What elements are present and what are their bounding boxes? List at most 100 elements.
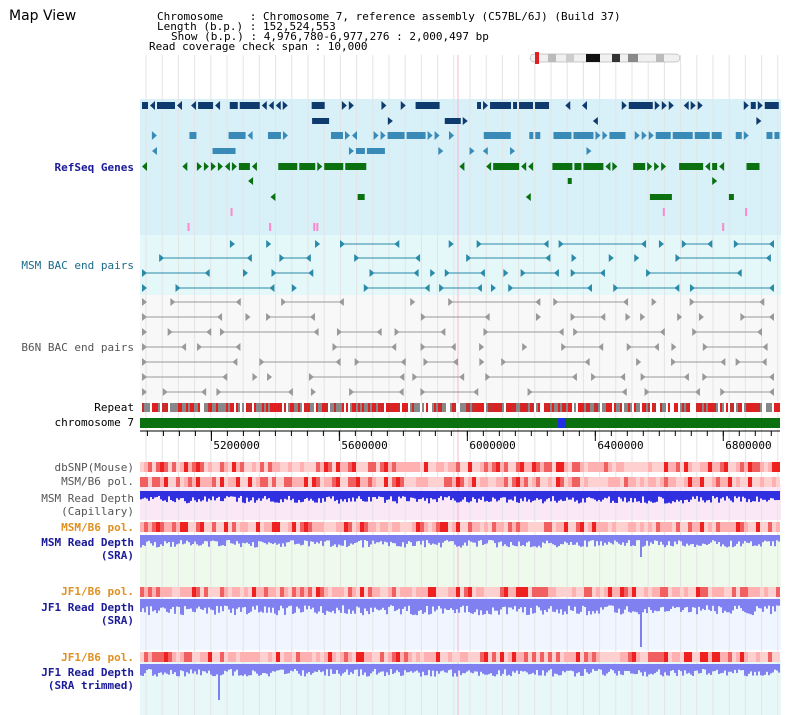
refseq-green-block [728,194,734,200]
msm-capillary-depth-bar [664,491,666,504]
msm-capillary-depth-bar [360,491,362,499]
msm-capillary-depth-bar [182,491,184,499]
jf1-b6-pol-2-cell [152,652,156,662]
jf1-sra-depth-bar [258,599,260,613]
msm-b6-pol-1-cell [644,477,648,487]
b6n-bac-end [423,358,429,366]
dbsnp-cell [596,462,600,472]
repeat-segment [152,403,154,412]
repeat-segment [340,403,342,412]
jf1-b6-pol-2-cell [172,652,176,662]
msm-sra-depth-bar [772,535,774,542]
msm-bac-end [658,240,664,248]
refseq-dark-glyph [565,101,571,110]
msm-b6-pol-2-cell [684,522,688,532]
jf1-trim-depth-bar [570,664,572,671]
dbsnp-cell [232,462,236,472]
msm-sra-depth-bar [204,535,206,542]
repeat-segment [154,403,156,412]
repeat-segment [470,403,472,412]
msm-b6-pol-2-cell [188,522,192,532]
msm-sra-depth-bar [572,535,574,545]
msm-sra-depth-bar [254,535,256,548]
repeat-segment [478,403,480,412]
jf1-trim-depth-bar [494,664,496,677]
msm-b6-pol-2-cell [712,522,716,532]
repeat-segment [690,403,692,412]
jf1-trim-depth-bar [490,664,492,674]
jf1-b6-pol-1-cell [344,587,348,597]
msm-sra-depth-bar [158,535,160,547]
jf1-b6-pol-1-cell [188,587,192,597]
jf1-sra-depth-bar [190,599,192,609]
repeat-segment [344,403,346,412]
chromosome-bar [140,418,780,428]
jf1-sra-depth-bar [540,599,542,611]
jf1-b6-pol-2-cell [352,652,356,662]
msm-sra-depth-bar [212,535,214,541]
jf1-b6-pol-1-cell [636,587,640,597]
msm-sra-depth-bar [650,535,652,543]
jf1-sra-depth-bar [250,599,252,612]
msm-b6-pol-1-cell [468,477,472,487]
msm-sra-depth-bar [700,535,702,546]
msm-sra-depth-bar [176,535,178,545]
b6n-bac-end [245,313,251,321]
ideogram-position-marker [535,52,539,64]
msm-capillary-depth-bar [306,491,308,498]
repeat-segment [414,403,416,412]
jf1-sra-depth-bar [562,599,564,615]
refseq-mid-glyph [510,147,516,155]
msm-capillary-depth-bar [212,491,214,497]
jf1-sra-depth-bar [408,599,410,606]
b6n-bac-end [219,328,225,336]
msm-capillary-depth-bar [724,491,726,501]
msm-capillary-depth-bar [216,491,218,499]
feature-tracks[interactable] [140,101,780,700]
jf1-b6-pol-1-cell [292,587,296,597]
jf1-trim-depth-bar [560,664,562,676]
chromosome-ideogram[interactable] [529,52,681,64]
msm-b6-pol-2-cell [604,522,608,532]
jf1-sra-depth-bar [638,599,640,615]
jf1-trim-depth-bar [310,664,312,675]
msm-sra-depth-bar [546,535,548,541]
jf1-b6-pol-2-cell [704,652,708,662]
msm-b6-pol-1-cell [628,477,632,487]
msm-capillary-depth-bar [494,491,496,499]
msm-capillary-depth-bar [402,491,404,497]
dbsnp-cell [496,462,500,472]
msm-b6-pol-1-cell [516,477,520,487]
msm-b6-pol-1-cell [372,477,376,487]
jf1-sra-depth-bar [738,599,740,606]
jf1-trim-depth-bar [412,664,414,673]
msm-b6-pol-2-cell [560,522,564,532]
msm-capillary-depth-bar [188,491,190,503]
jf1-trim-depth-bar [480,664,482,672]
repeat-segment [548,403,550,412]
repeat-segment [352,403,354,412]
refseq-green-block [299,163,316,170]
msm-b6-pol-1-cell [620,477,624,487]
b6n-bac-end [479,358,485,366]
jf1-trim-depth-bar [236,664,238,670]
jf1-sra-depth-bar [366,599,368,612]
jf1-b6-pol-1-cell [476,587,480,597]
jf1-b6-pol-2-cell [508,652,512,662]
dbsnp-cell [672,462,676,472]
repeat-segment [590,403,592,412]
repeat-segment [538,403,540,412]
jf1-trim-depth-bar [172,664,174,674]
msm-b6-pol-1-cell [140,477,144,487]
b6n-bac-end [671,343,677,351]
jf1-b6-pol-2-cell [444,652,448,662]
msm-b6-pol-2-cell [268,522,272,532]
repeat-segment [684,403,686,412]
msm-sra-depth-bar [322,535,324,546]
jf1-trim-depth-bar [500,664,502,676]
msm-sra-depth-bar [266,535,268,545]
msm-sra-depth-bar [636,535,638,541]
jf1-sra-depth-bar [354,599,356,614]
msm-sra-depth-bar [740,535,742,547]
